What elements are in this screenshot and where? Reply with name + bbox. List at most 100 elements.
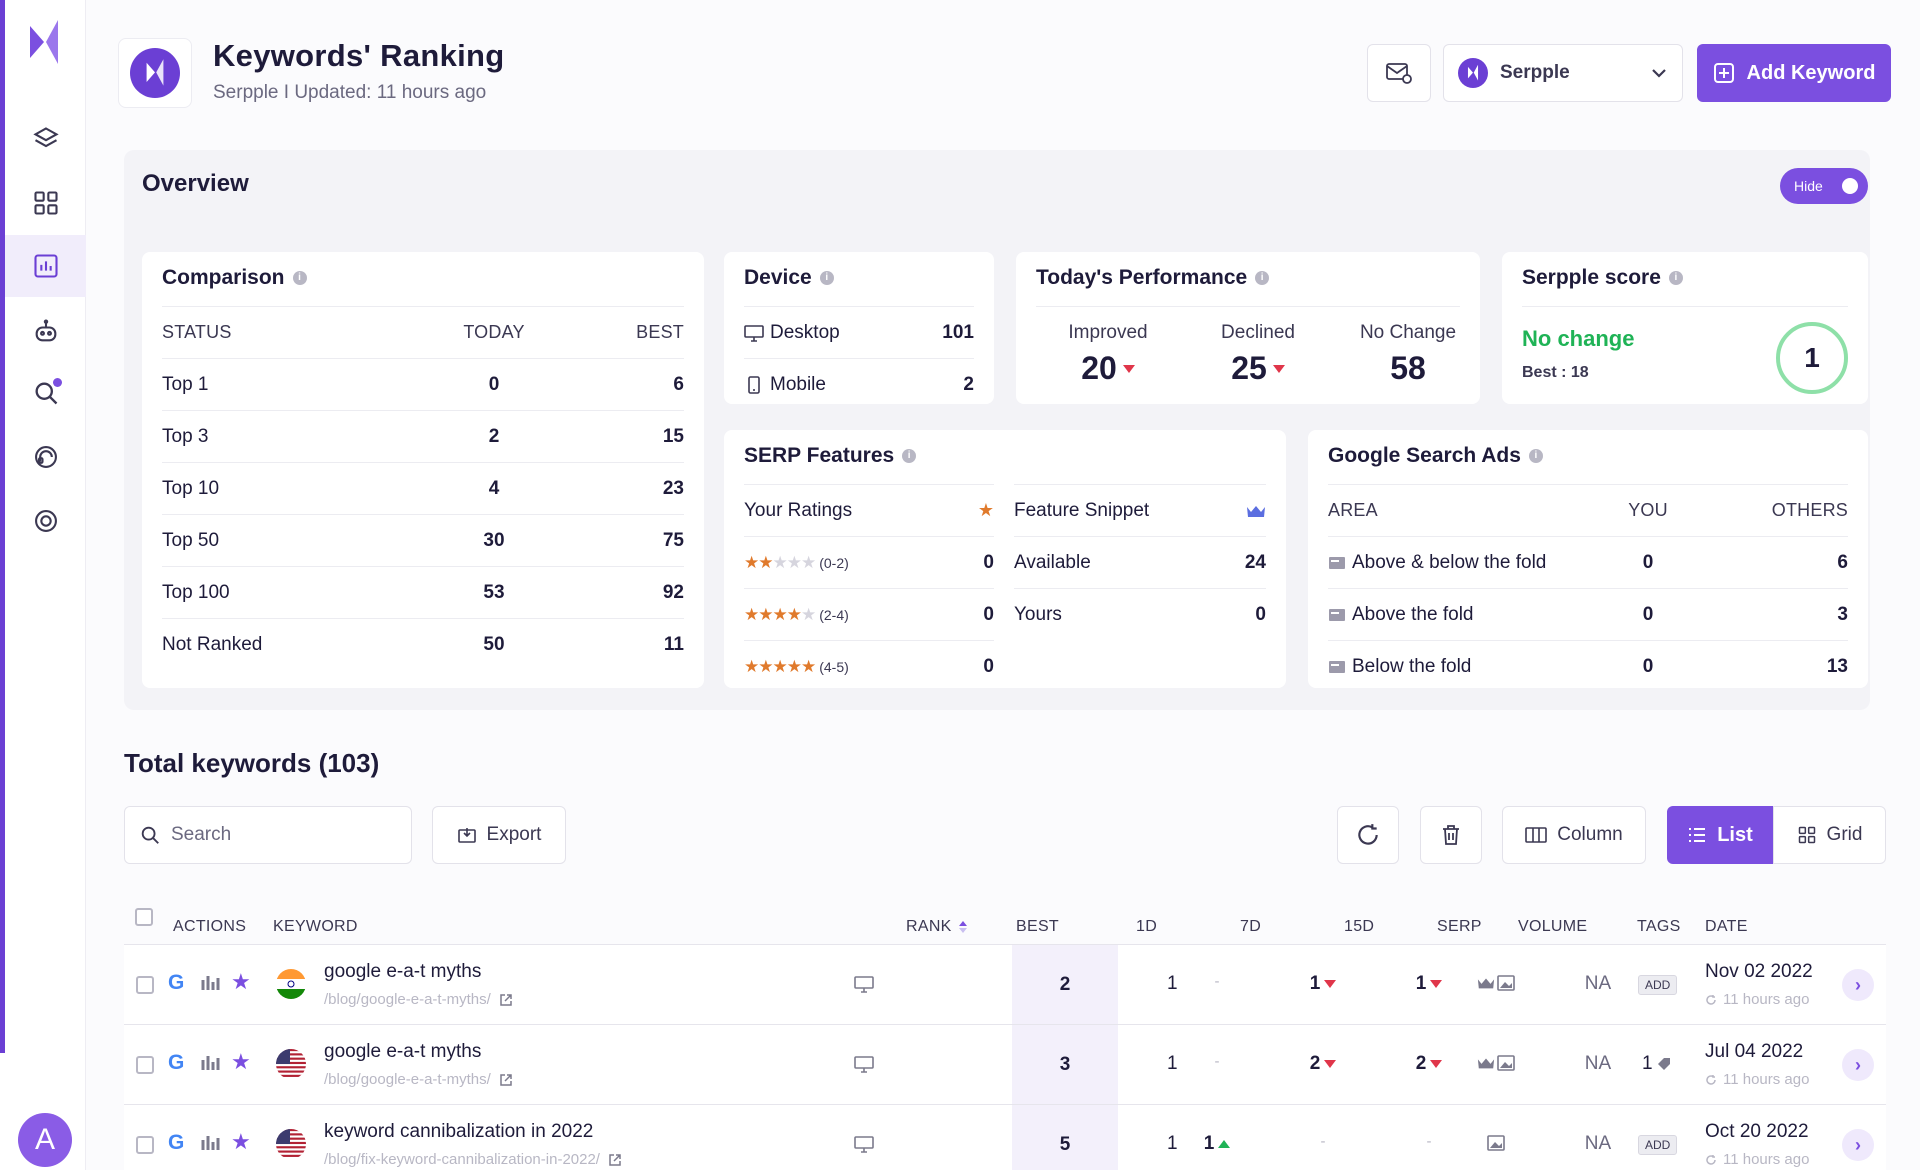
row-checkbox[interactable] — [136, 1136, 154, 1154]
external-link-icon — [500, 993, 512, 1006]
table-row[interactable]: G ★ google e-a-t myths /blog/google-e-a-… — [124, 944, 1886, 1025]
image-icon — [1497, 1055, 1515, 1071]
comparison-row: Top 100 53 92 — [162, 566, 684, 618]
favorite-star-icon[interactable]: ★ — [231, 1129, 251, 1154]
row-expand-button[interactable]: › — [1842, 1129, 1874, 1161]
info-icon[interactable]: i — [292, 271, 307, 285]
decrease-arrow-icon — [1430, 1060, 1443, 1068]
ads-title: Google Search Ads i — [1328, 444, 1543, 468]
comparison-row: Top 10 4 23 — [162, 462, 684, 514]
info-icon[interactable]: i — [819, 271, 834, 285]
score-best: Best : 18 — [1522, 364, 1589, 381]
select-all-checkbox[interactable] — [135, 908, 153, 926]
keyword-text[interactable]: keyword cannibalization in 2022 — [324, 1121, 594, 1142]
project-selector[interactable]: Serpple — [1443, 44, 1683, 102]
page-subtitle: Serpple I Updated: 11 hours ago — [213, 82, 487, 103]
col-tags: TAGS — [1637, 918, 1681, 935]
grid-view-button[interactable]: Grid — [1773, 806, 1886, 864]
sidebar-item-support[interactable] — [5, 426, 86, 488]
refresh-button[interactable] — [1337, 806, 1399, 864]
chevron-down-icon — [1652, 69, 1666, 78]
search-input[interactable] — [171, 824, 391, 846]
export-label: Export — [486, 824, 542, 845]
country-flag-icon — [276, 1129, 306, 1159]
col-date[interactable]: DATE — [1705, 918, 1748, 935]
perf-nochange: No Change 58 — [1359, 322, 1457, 386]
info-icon[interactable]: i — [1528, 449, 1543, 463]
crown-icon — [1477, 978, 1495, 989]
ads-row: Above & below the fold 0 6 — [1328, 536, 1848, 588]
info-icon[interactable]: i — [1668, 271, 1683, 285]
col-volume[interactable]: VOLUME — [1518, 918, 1588, 935]
export-button[interactable]: Export — [432, 806, 566, 864]
col-keyword[interactable]: KEYWORD — [273, 918, 358, 935]
row-checkbox[interactable] — [136, 1056, 154, 1074]
col-serp: SERP — [1437, 918, 1482, 935]
decrease-arrow-icon — [1324, 1060, 1337, 1068]
keyword-url[interactable]: /blog/fix-keyword-cannibalization-in-202… — [324, 1151, 622, 1168]
comparison-row: Top 3 2 15 — [162, 410, 684, 462]
column-label: Column — [1557, 824, 1623, 845]
decrease-arrow-icon — [1324, 980, 1337, 988]
sidebar-item-target[interactable] — [5, 490, 86, 552]
favorite-star-icon[interactable]: ★ — [231, 1049, 251, 1074]
table-row[interactable]: G ★ keyword cannibalization in 2022 /blo… — [124, 1104, 1886, 1170]
list-view-button[interactable]: List — [1667, 806, 1773, 864]
sidebar-item-rankings[interactable] — [5, 235, 86, 297]
row-expand-button[interactable]: › — [1842, 969, 1874, 1001]
google-icon[interactable]: G — [168, 1051, 185, 1074]
external-link-icon — [609, 1153, 621, 1166]
rank-cell: 5 — [1012, 1105, 1118, 1170]
col-15d[interactable]: 15D — [1344, 918, 1375, 935]
desktop-icon — [854, 1055, 874, 1079]
col-best[interactable]: BEST — [1016, 918, 1059, 935]
col-7d[interactable]: 7D — [1240, 918, 1262, 935]
tag-count[interactable]: 1 — [1642, 1053, 1671, 1075]
keyword-text[interactable]: google e-a-t myths — [324, 961, 482, 982]
keyword-url[interactable]: /blog/google-e-a-t-myths/ — [324, 991, 513, 1008]
add-tag-button[interactable]: ADD — [1638, 1135, 1678, 1155]
row-checkbox[interactable] — [136, 976, 154, 994]
chart-icon[interactable] — [200, 1133, 220, 1157]
favorite-star-icon[interactable]: ★ — [231, 969, 251, 994]
ads-header-row: AREA YOU OTHERS — [1328, 484, 1848, 536]
score-status: No change — [1522, 326, 1635, 351]
delete-button[interactable] — [1420, 806, 1482, 864]
col-rank[interactable]: RANK — [906, 918, 968, 936]
info-icon[interactable]: i — [902, 449, 917, 463]
sidebar-item-layers[interactable] — [5, 108, 86, 170]
comparison-row: Not Ranked 50 11 — [162, 618, 684, 670]
table-row[interactable]: G ★ google e-a-t myths /blog/google-e-a-… — [124, 1024, 1886, 1105]
updated-cell: 11 hours ago — [1705, 991, 1809, 1008]
rating-row: ★★★★★ (4-5) 0 — [744, 640, 994, 692]
overview-hide-toggle[interactable]: Hide — [1780, 168, 1868, 204]
info-icon[interactable]: i — [1255, 271, 1270, 285]
google-icon[interactable]: G — [168, 1131, 185, 1154]
sidebar-item-search[interactable] — [5, 362, 86, 424]
chart-icon[interactable] — [200, 1053, 220, 1077]
serpple-logo-icon — [146, 59, 164, 86]
serpple-logo-icon[interactable] — [28, 18, 60, 68]
email-report-button[interactable] — [1367, 44, 1431, 102]
add-tag-button[interactable]: ADD — [1638, 975, 1678, 995]
col-1d[interactable]: 1D — [1136, 918, 1158, 935]
column-button[interactable]: Column — [1502, 806, 1646, 864]
crown-icon — [1247, 505, 1265, 517]
add-keyword-button[interactable]: Add Keyword — [1697, 44, 1891, 102]
refresh-icon — [1706, 994, 1716, 1005]
15d-cell: 2 — [1354, 1053, 1504, 1075]
google-icon[interactable]: G — [168, 971, 185, 994]
serpple-score-card: Serpple score i No change Best : 18 1 — [1502, 252, 1868, 404]
row-expand-button[interactable]: › — [1842, 1049, 1874, 1081]
keyword-search-box — [124, 806, 412, 864]
rating-stars-icon: ★★★★★ — [744, 552, 816, 572]
keyword-text[interactable]: google e-a-t myths — [324, 1041, 482, 1062]
decrease-arrow-icon — [1430, 980, 1443, 988]
chart-icon[interactable] — [200, 973, 220, 997]
keyword-url[interactable]: /blog/google-e-a-t-myths/ — [324, 1071, 513, 1088]
sidebar-item-dashboard[interactable] — [5, 172, 86, 234]
user-avatar[interactable]: A — [18, 1113, 72, 1167]
1d-cell: - — [1214, 1053, 1220, 1070]
sidebar-item-bot[interactable] — [5, 300, 86, 362]
